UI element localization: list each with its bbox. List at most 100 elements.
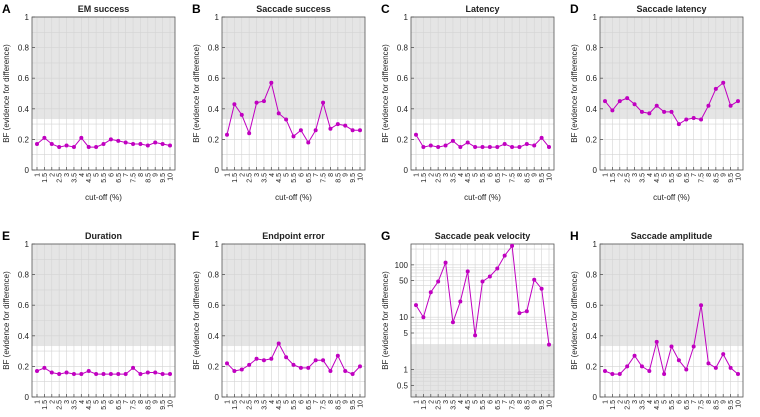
x-tick-label: 6.5	[684, 400, 691, 410]
y-tick-label: 0.8	[397, 44, 409, 53]
data-point	[358, 128, 362, 133]
x-tick-label: 7.5	[321, 173, 328, 183]
x-tick-label: 9	[721, 400, 728, 404]
x-tick-label: 3	[443, 173, 450, 177]
data-point	[617, 99, 622, 104]
data-point	[639, 109, 644, 114]
x-tick-label: 3.5	[261, 400, 268, 410]
data-point	[524, 141, 529, 146]
data-point	[101, 372, 106, 377]
data-point	[502, 253, 507, 258]
data-point	[728, 365, 733, 370]
x-tick-label: 2.5	[625, 173, 632, 183]
x-tick-label: 7.5	[510, 400, 517, 410]
data-point	[168, 143, 172, 148]
x-tick-label: 4.5	[654, 173, 661, 183]
x-tick-label: 7	[502, 173, 509, 177]
x-tick-label: 6.5	[495, 400, 502, 410]
y-tick-label: 0.8	[208, 271, 220, 280]
data-point	[232, 102, 237, 107]
y-axis-label: BF (evidence for difference)	[2, 44, 11, 143]
data-point	[443, 260, 448, 265]
x-tick-label: 7	[313, 173, 320, 177]
x-tick-label: 1	[414, 173, 421, 177]
y-tick-label: 0	[25, 393, 30, 402]
x-tick-label: 1.5	[232, 173, 239, 183]
x-tick-label: 9.5	[350, 173, 357, 183]
x-tick-label: 5.5	[291, 400, 298, 410]
data-point	[436, 279, 441, 284]
data-point	[428, 143, 433, 148]
x-tick-label: 7.5	[321, 400, 328, 410]
x-tick-label: 2	[428, 400, 435, 404]
data-point	[358, 364, 362, 369]
y-tick-label: 0.4	[18, 105, 30, 114]
data-point	[465, 269, 470, 274]
data-point	[465, 140, 470, 145]
x-tick-label: 6.5	[306, 173, 313, 183]
data-point	[35, 141, 39, 146]
y-tick-label: 0.4	[208, 332, 220, 341]
x-tick-label: 2.5	[436, 173, 443, 183]
x-tick-label: 3	[64, 173, 71, 177]
data-point	[335, 122, 340, 127]
y-tick-label: 0	[593, 393, 598, 402]
y-tick-label: 1	[593, 13, 598, 22]
y-tick-label: 0.2	[397, 135, 409, 144]
data-point	[108, 372, 113, 377]
data-point	[254, 356, 259, 361]
x-tick-label: 5.5	[669, 173, 676, 183]
x-tick-label: 8.5	[524, 173, 531, 183]
x-tick-label: 7	[691, 400, 698, 404]
x-tick-label: 10	[168, 173, 175, 181]
data-point	[101, 141, 106, 146]
x-tick-label: 4	[647, 173, 654, 177]
y-tick-label: 0.6	[18, 301, 30, 310]
x-tick-label: 6.5	[495, 173, 502, 183]
data-point	[706, 361, 711, 366]
x-tick-label: 8	[706, 400, 713, 404]
x-tick-label: 4	[79, 173, 86, 177]
data-point	[269, 356, 274, 361]
y-tick-label: 0.2	[586, 362, 598, 371]
y-tick-label: 0.6	[208, 301, 220, 310]
x-tick-label: 9	[721, 173, 728, 177]
y-axis-label: BF (evidence for difference)	[570, 44, 579, 143]
x-tick-label: 3.5	[450, 173, 457, 183]
data-point	[603, 99, 607, 104]
panel-h: 00.20.40.60.811 1.5 2 2.5 3 3.5 4 4.5 5 5.5 6 6.5 7 7…	[570, 229, 744, 410]
y-axis-label: BF (evidence for difference)	[192, 44, 201, 143]
x-tick-label: 4	[269, 400, 276, 404]
y-tick-label: 0.6	[586, 74, 598, 83]
x-tick-label: 3	[632, 173, 639, 177]
x-tick-label: 9	[153, 400, 160, 404]
data-point	[458, 145, 463, 150]
data-point	[57, 372, 62, 377]
data-point	[458, 299, 463, 304]
data-point	[108, 137, 113, 142]
x-tick-label: 9.5	[350, 400, 357, 410]
data-point	[647, 111, 652, 116]
x-tick-label: 6	[108, 400, 115, 404]
data-point	[443, 143, 448, 148]
y-tick-label: 0.8	[208, 44, 220, 53]
x-tick-label: 3.5	[261, 173, 268, 183]
x-axis-label: cut-off (%)	[464, 193, 501, 202]
panel-title: EM success	[78, 4, 130, 14]
y-tick-label: 0.5	[397, 381, 409, 390]
x-tick-label: 2.5	[436, 400, 443, 410]
x-tick-label: 5	[662, 173, 669, 177]
x-tick-label: 9.5	[728, 400, 735, 410]
grid	[411, 244, 554, 398]
x-tick-label: 5	[284, 400, 291, 404]
x-tick-label: 8.5	[145, 173, 152, 183]
x-tick-label: 9.5	[160, 400, 167, 410]
x-tick-label: 8	[706, 173, 713, 177]
x-tick-label: 5	[94, 173, 101, 177]
y-tick-label: 1	[25, 13, 30, 22]
data-point	[225, 361, 229, 366]
data-point	[86, 368, 91, 373]
x-tick-label: 2.5	[247, 400, 254, 410]
y-tick-label: 0.4	[208, 105, 220, 114]
panel-title: Saccade amplitude	[631, 231, 713, 241]
